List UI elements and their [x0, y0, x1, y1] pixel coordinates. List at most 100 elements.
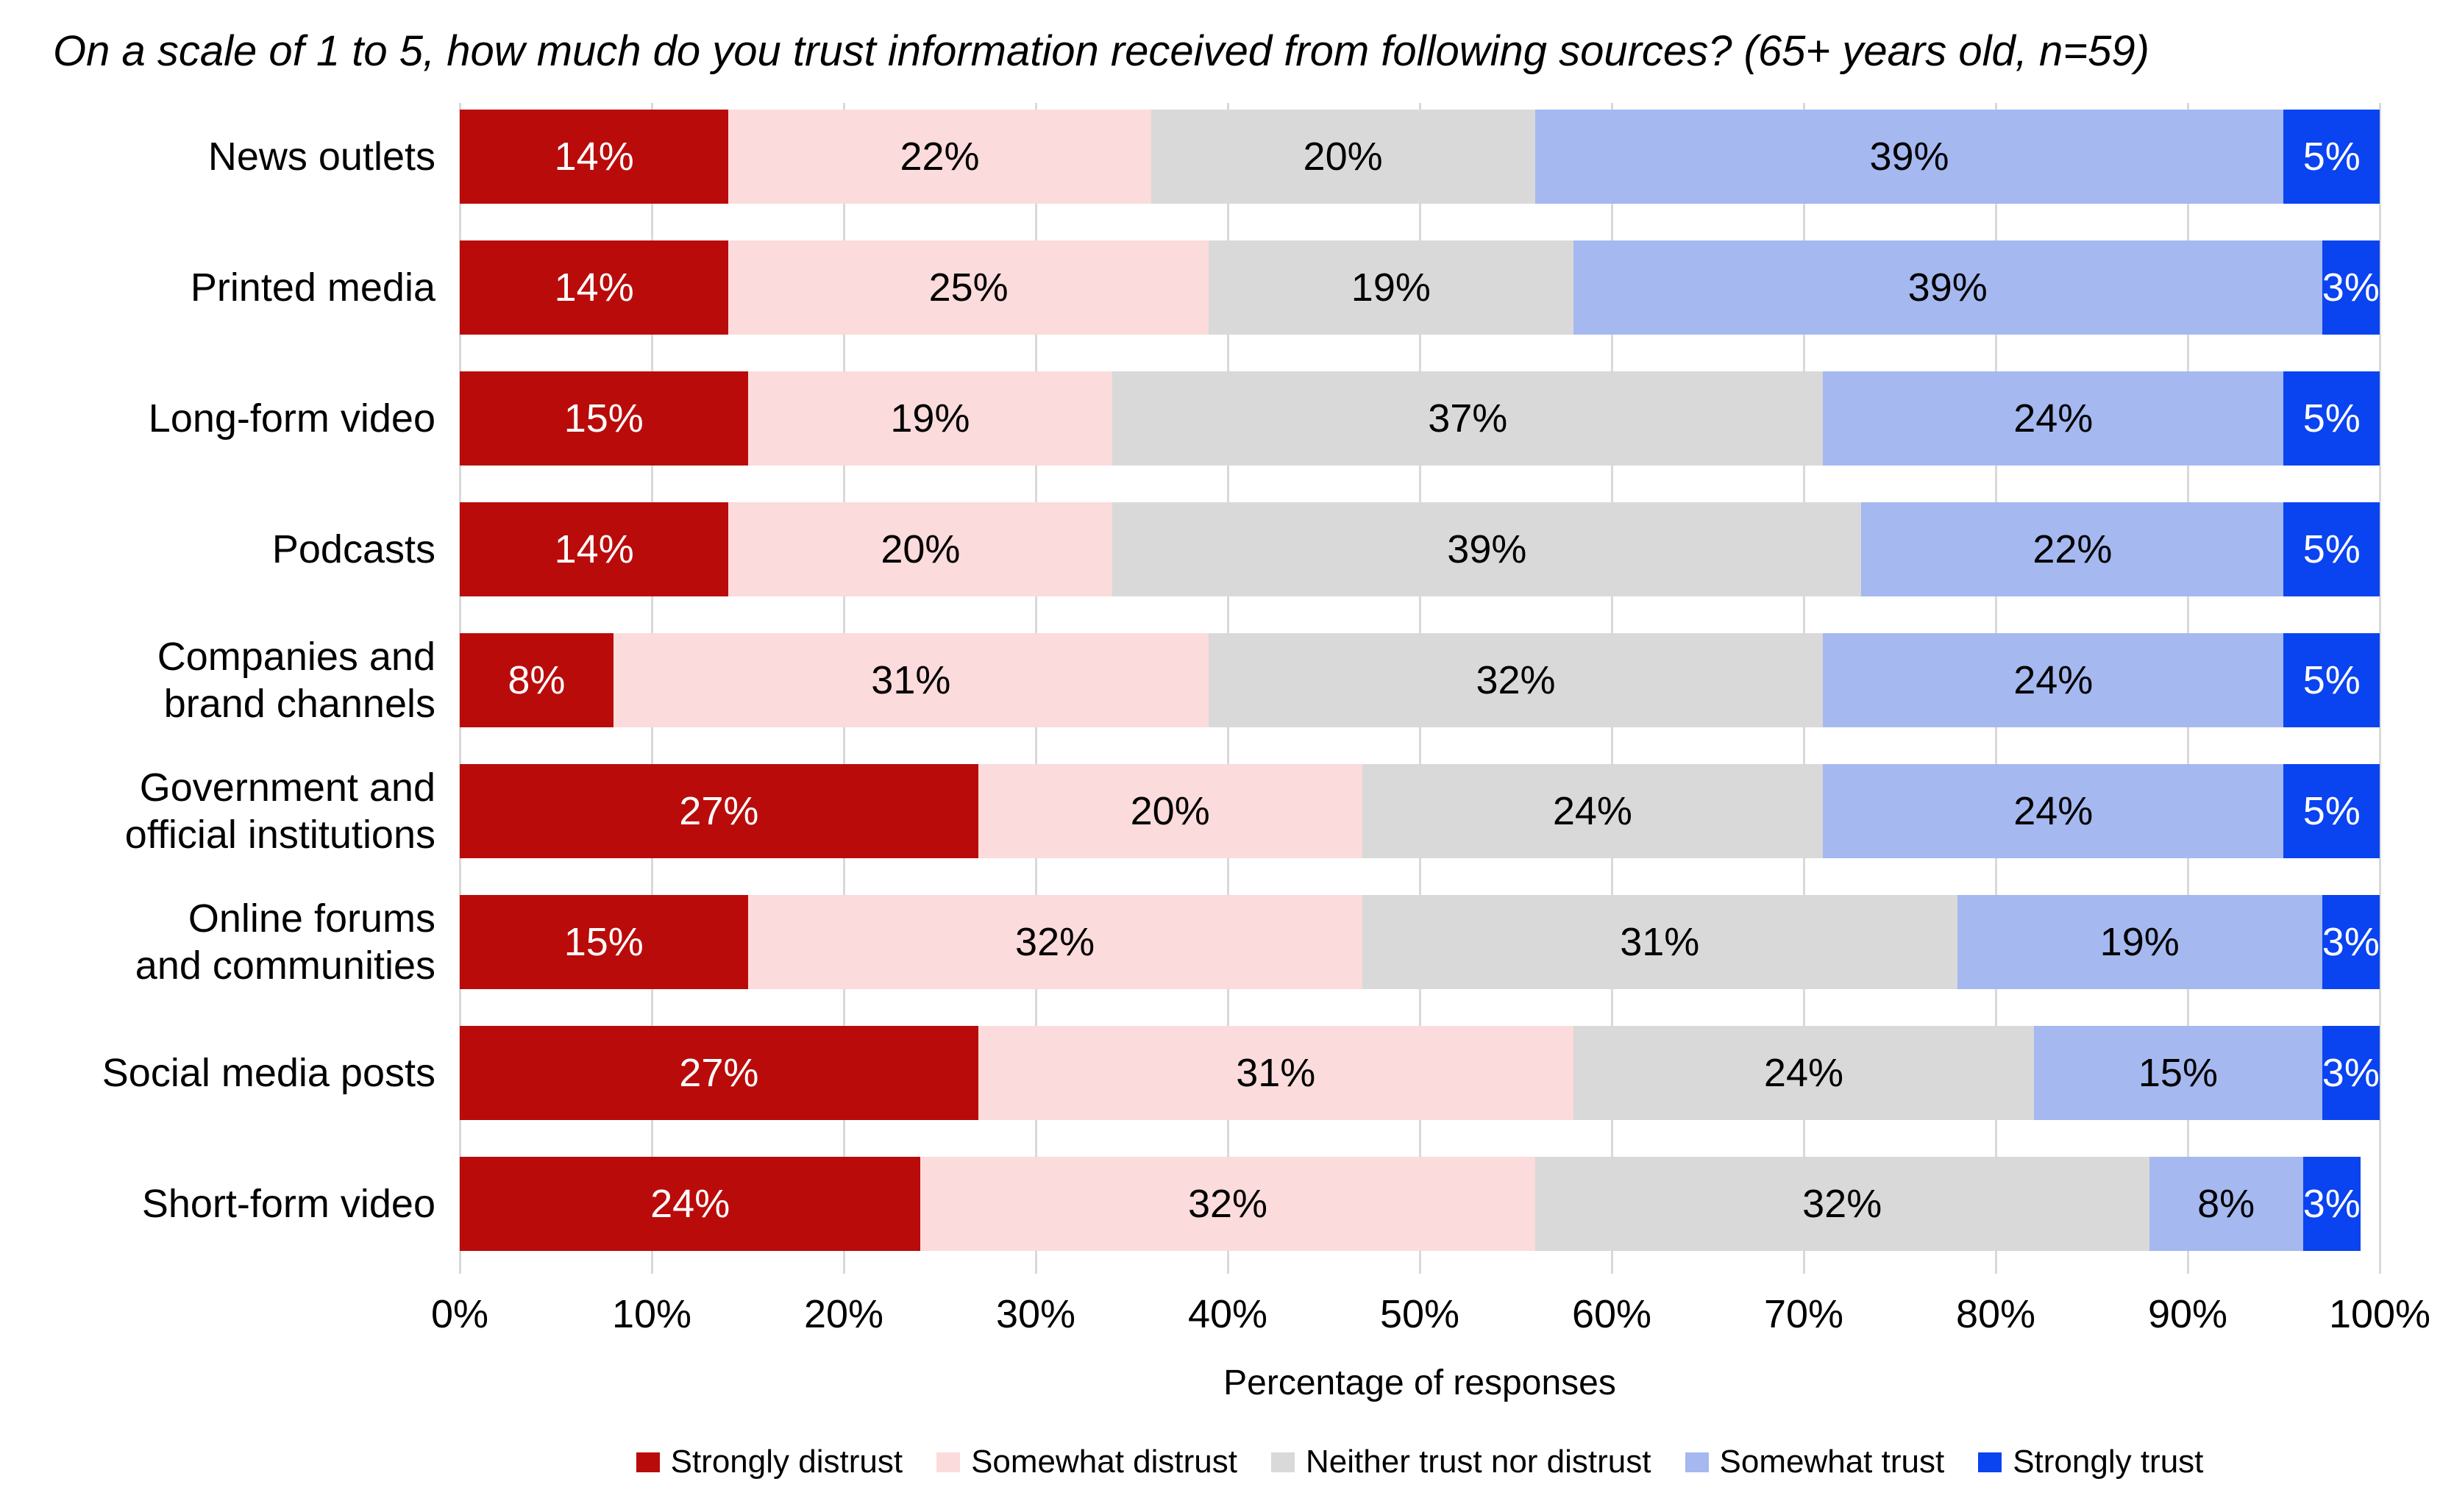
bar-value-label: 14%: [554, 135, 634, 179]
bar-value-label: 24%: [2013, 396, 2094, 441]
bar-value-label: 20%: [881, 527, 961, 571]
bar-segment-strongly-trust: 3%: [2322, 1026, 2380, 1120]
bar-value-label: 37%: [1428, 396, 1508, 441]
bar-segment-somewhat-distrust: 31%: [978, 1026, 1573, 1120]
stacked-bar-government-and-official-institutions: 27% 20% 24% 24% 5%: [460, 764, 2380, 858]
chart-title: On a scale of 1 to 5, how much do you tr…: [53, 27, 2149, 75]
category-label-line: Short-form video: [141, 1182, 435, 1226]
stacked-bar-social-media-posts: 27% 31% 24% 15% 3%: [460, 1026, 2380, 1120]
legend-swatch-somewhat-trust: [1685, 1452, 1709, 1472]
bar-value-label: 3%: [2322, 920, 2380, 964]
bar-value-label: 32%: [1476, 658, 1556, 702]
bar-segment-strongly-distrust: 14%: [460, 110, 729, 204]
legend-swatch-neither-trust-nor-distrust: [1271, 1452, 1295, 1472]
bar-segment-strongly-trust: 5%: [2283, 502, 2380, 596]
x-tick-label: 40%: [1187, 1292, 1268, 1336]
bar-value-label: 14%: [554, 527, 634, 571]
bar-segment-neither-trust-nor-distrust: 24%: [1573, 1026, 2035, 1120]
x-tick-label: 20%: [803, 1292, 884, 1336]
stacked-bar-news-outlets: 14% 22% 20% 39% 5%: [460, 110, 2380, 204]
bar-value-label: 15%: [2138, 1051, 2218, 1095]
category-label-government-and-official-institutions: Government and official institutions: [0, 764, 435, 858]
bar-value-label: 19%: [1351, 265, 1431, 310]
bar-value-label: 39%: [1907, 265, 1988, 310]
bar-value-label: 32%: [1187, 1182, 1268, 1226]
bar-value-label: 3%: [2302, 1182, 2361, 1226]
bar-segment-strongly-trust: 3%: [2322, 895, 2380, 989]
legend-label: Somewhat trust: [1719, 1444, 1945, 1480]
bar-segment-strongly-trust: 5%: [2283, 633, 2380, 727]
bar-segment-somewhat-distrust: 22%: [728, 110, 1151, 204]
category-label-online-forums-and-communities: Online forums and communities: [0, 895, 435, 989]
category-label-line: News outlets: [207, 135, 435, 179]
stacked-bar-companies-and-brand-channels: 8% 31% 32% 24% 5%: [460, 633, 2380, 727]
bar-value-label: 25%: [928, 265, 1009, 310]
category-label-companies-and-brand-channels: Companies and brand channels: [0, 633, 435, 727]
stacked-bar-podcasts: 14% 20% 39% 22% 5%: [460, 502, 2380, 596]
category-label-line: brand channels: [163, 682, 435, 726]
bar-value-label: 8%: [2197, 1182, 2255, 1226]
bar-value-label: 5%: [2302, 527, 2361, 571]
category-label-line: Companies and: [157, 635, 435, 679]
legend-item-neither-trust-nor-distrust: Neither trust nor distrust: [1271, 1444, 1651, 1480]
bar-value-label: 14%: [554, 265, 634, 310]
legend-label: Neither trust nor distrust: [1306, 1444, 1651, 1480]
category-label-line: Printed media: [190, 265, 435, 310]
bar-segment-somewhat-trust: 24%: [1823, 764, 2284, 858]
bar-segment-strongly-trust: 5%: [2283, 371, 2380, 466]
bar-segment-somewhat-distrust: 31%: [613, 633, 1209, 727]
bar-segment-neither-trust-nor-distrust: 39%: [1112, 502, 1862, 596]
bar-value-label: 32%: [1015, 920, 1095, 964]
x-axis-title: Percentage of responses: [1223, 1363, 1616, 1402]
stacked-bar-short-form-video: 24% 32% 32% 8% 3%: [460, 1157, 2380, 1251]
x-tick-label: 90%: [2147, 1292, 2228, 1336]
category-label-line: Online forums: [188, 896, 435, 941]
bar-segment-somewhat-trust: 19%: [1957, 895, 2322, 989]
bar-value-label: 19%: [2099, 920, 2180, 964]
bar-segment-strongly-trust: 3%: [2302, 1157, 2361, 1251]
bar-value-label: 24%: [2013, 658, 2094, 702]
gridline: [2378, 103, 2381, 1274]
bar-segment-somewhat-trust: 39%: [1534, 110, 2284, 204]
x-tick-label: 100%: [2328, 1292, 2431, 1336]
category-label-line: official institutions: [124, 813, 435, 857]
bar-segment-somewhat-trust: 24%: [1823, 633, 2284, 727]
x-tick-label: 80%: [1955, 1292, 2036, 1336]
bar-value-label: 5%: [2302, 658, 2361, 702]
bar-value-label: 24%: [650, 1182, 730, 1226]
bar-segment-somewhat-distrust: 20%: [978, 764, 1362, 858]
bar-value-label: 19%: [890, 396, 970, 441]
category-label-short-form-video: Short-form video: [0, 1157, 435, 1251]
bar-segment-strongly-distrust: 14%: [460, 240, 729, 335]
legend-swatch-somewhat-distrust: [936, 1452, 961, 1472]
bar-value-label: 20%: [1303, 135, 1383, 179]
bar-value-label: 39%: [1447, 527, 1527, 571]
category-label-podcasts: Podcasts: [0, 502, 435, 596]
x-axis: 0% 10% 20% 30% 40% 50% 60% 70% 80% 90% 100%: [431, 103, 2430, 1336]
bar-segment-neither-trust-nor-distrust: 37%: [1112, 371, 1824, 466]
bar-value-label: 27%: [679, 1051, 759, 1095]
bar-segment-strongly-distrust: 24%: [460, 1157, 921, 1251]
bar-segment-strongly-distrust: 15%: [460, 371, 748, 466]
legend-item-somewhat-distrust: Somewhat distrust: [936, 1444, 1237, 1480]
category-label-line: and communities: [135, 944, 435, 988]
x-tick-label: 30%: [995, 1292, 1076, 1336]
bar-segment-strongly-trust: 5%: [2283, 764, 2380, 858]
bar-segment-strongly-distrust: 15%: [460, 895, 748, 989]
bar-value-label: 15%: [563, 396, 644, 441]
bar-segment-strongly-distrust: 8%: [460, 633, 614, 727]
legend-label: Strongly distrust: [670, 1444, 903, 1480]
category-label-line: Long-form video: [148, 396, 435, 441]
bar-value-label: 15%: [563, 920, 644, 964]
category-label-long-form-video: Long-form video: [0, 371, 435, 466]
bar-value-label: 22%: [2032, 527, 2113, 571]
bar-value-label: 20%: [1130, 789, 1210, 833]
bar-value-label: 5%: [2302, 789, 2361, 833]
bar-value-label: 31%: [871, 658, 951, 702]
bar-value-label: 3%: [2322, 1051, 2380, 1095]
category-label-line: Social media posts: [102, 1051, 435, 1095]
bar-segment-somewhat-distrust: 32%: [920, 1157, 1535, 1251]
x-tick-label: 70%: [1763, 1292, 1844, 1336]
x-tick-label: 50%: [1379, 1292, 1460, 1336]
